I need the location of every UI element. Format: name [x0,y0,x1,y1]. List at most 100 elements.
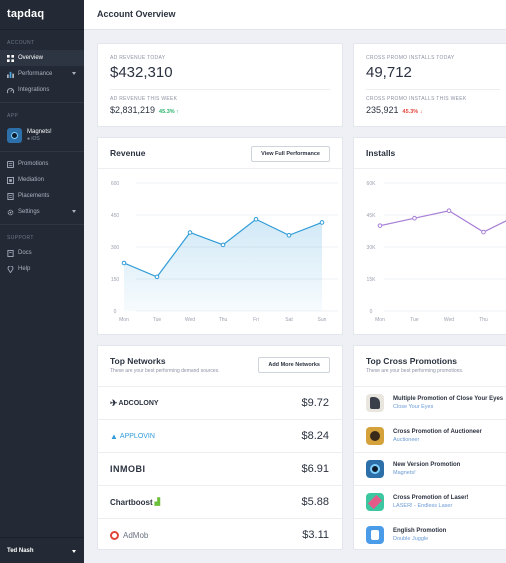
data-point [377,223,383,228]
chartboost-icon: ▟ [154,499,161,506]
top-networks-card: Top Networks These are your best perform… [97,345,343,550]
x-tick-label: Tue [153,317,162,323]
page-header: Account Overview [84,0,506,30]
series-line [379,210,506,233]
promotion-row[interactable]: New Version Promotion Magnets! [354,452,506,485]
divider [110,89,330,90]
network-row-chartboost[interactable]: Chartboost ▟ $5.88 [98,485,342,518]
revenue-chart: 0 150 300 450 600 Mon Tue Wed Thu Fri Sat Sun [111,181,338,323]
revenue-card: Revenue View Full Performance 0 150 300 450… [97,137,343,335]
promotion-title: English Promotion [393,528,447,534]
promotion-row[interactable]: Multiple Promotion of Close Your Eyes Cl… [354,386,506,419]
grid-icon [7,54,14,62]
installs-title: Installs [366,148,396,158]
app-os: ● iOS [27,136,52,142]
app-name: Magnets! [27,129,52,135]
promotion-app-icon [366,427,384,445]
top-networks-subtitle: These are your best performing demand so… [110,368,220,374]
data-point [253,216,259,222]
sidebar-divider [0,102,84,103]
network-name: APPLOVIN [119,432,155,440]
y-tick-label: 30K [367,245,377,251]
promotion-row[interactable]: Cross Promotion of Laser! LASER! - Endle… [354,485,506,518]
add-more-networks-button[interactable]: Add More Networks [258,357,330,373]
sidebar-item-integrations[interactable]: Integrations [0,82,84,98]
sidebar-divider [0,151,84,152]
app-os-label: iOS [31,136,40,142]
cross-promo-week-delta: 45.3% ↓ [403,109,423,115]
app-selector[interactable]: Magnets! ● iOS [0,123,84,147]
brand-logo[interactable]: tapdaq [0,0,84,30]
promotion-app-icon [366,526,384,544]
applovin-logo: ▲ APPLOVIN [110,432,155,441]
installs-card-header: Installs [354,138,506,169]
promotion-title: New Version Promotion [393,462,461,468]
support-section-title: SUPPORT [7,235,34,241]
network-row-applovin[interactable]: ▲ APPLOVIN $8.24 [98,419,342,452]
promotion-title: Cross Promotion of Auctioneer [393,429,482,435]
ad-revenue-week-label: AD REVENUE THIS WEEK [110,96,178,102]
data-point [481,229,486,235]
view-full-performance-button[interactable]: View Full Performance [251,146,330,162]
top-promotions-subtitle: These are your best performing promotion… [366,368,464,374]
network-name: AdMob [123,530,149,540]
x-tick-label: Wed [185,317,195,323]
applovin-icon: ▲ [110,431,118,441]
series-area [124,219,322,311]
y-tick-label: 15K [367,277,377,283]
document-icon [7,192,14,200]
network-value: $9.72 [301,397,329,409]
promotion-app: LASER! - Endless Laser [393,503,453,509]
y-tick-label: 0 [114,309,117,315]
promotion-row[interactable]: Cross Promotion of Auctioneer Auctioneer [354,419,506,452]
network-value: $3.11 [302,529,329,541]
chevron-down-icon [72,210,76,213]
y-tick-label: 600 [111,181,120,187]
x-tick-label: Sat [285,317,293,323]
data-point [154,274,160,280]
user-menu[interactable]: Ted Nash [0,537,84,563]
user-name: Ted Nash [7,547,34,554]
y-tick-label: 45K [367,213,377,219]
network-name: INMOBI [110,464,146,474]
promotion-app-icon [366,460,384,478]
megaphone-icon [7,160,14,168]
sidebar-item-promotions[interactable]: Promotions [0,156,84,172]
top-promotions-title: Top Cross Promotions [366,356,457,366]
network-row-inmobi[interactable]: INMOBI $6.91 [98,452,342,485]
network-row-adcolony[interactable]: ✈ ADCOLONY $9.72 [98,386,342,419]
cross-promo-week-label: CROSS PROMO INSTALLS THIS WEEK [366,96,467,102]
y-tick-label: 150 [111,277,120,283]
promotion-app: Close Your Eyes [393,404,434,410]
data-point [286,232,292,238]
delta-value: 45.3% [402,109,419,115]
sidebar-item-mediation[interactable]: Mediation [0,172,84,188]
data-point [220,242,226,248]
network-row-admob[interactable]: AdMob $3.11 [98,518,342,549]
sidebar-item-placements[interactable]: Placements [0,188,84,204]
y-tick-label: 450 [111,213,120,219]
sidebar-item-performance[interactable]: Performance [0,66,84,82]
account-section-title: ACCOUNT [7,40,35,46]
x-tick-label: Mon [375,317,385,323]
chevron-down-icon [72,72,76,75]
sidebar-item-overview[interactable]: Overview [0,50,84,66]
cross-promo-today-value: 49,712 [366,64,412,81]
divider [366,89,500,90]
sidebar-item-settings[interactable]: Settings [0,204,84,220]
cross-promo-week-value: 235,921 [366,105,399,115]
sidebar: tapdaq ACCOUNT Overview Performance Inte… [0,0,84,563]
arrow-up-icon: ↑ [176,109,179,115]
x-tick-label: Thu [219,317,228,323]
revenue-card-header: Revenue View Full Performance [98,138,342,169]
chevron-down-icon [72,550,76,553]
promotion-app-icon [366,493,384,511]
page-title: Account Overview [97,9,176,19]
y-tick-label: 300 [111,245,120,251]
sidebar-item-help[interactable]: Help [0,261,84,277]
adcolony-icon: ✈ [110,397,118,408]
sidebar-item-docs[interactable]: Docs [0,245,84,261]
bar-chart-icon [7,71,14,78]
docs-icon [7,249,14,257]
promotion-row[interactable]: English Promotion Double Juggle [354,518,506,549]
